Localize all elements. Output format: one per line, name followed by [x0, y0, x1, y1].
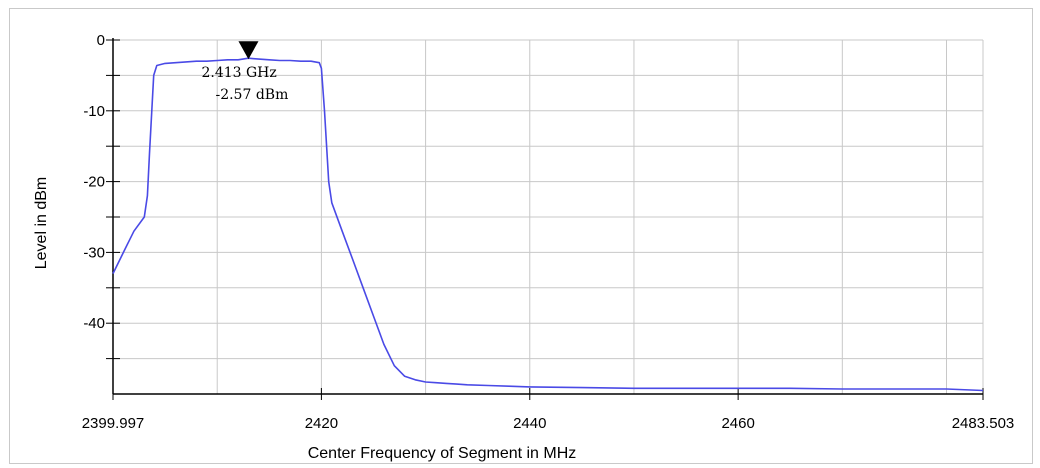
y-tick-label: -30: [83, 244, 105, 261]
chart-frame: 2.413 GHz -2.57 dBm 0 -10 -20 -30 -40 2399.997…: [9, 8, 1033, 464]
tick-labels: 0 -10 -20 -30 -40 2399.997 2420 2440 2460 2483.50…: [82, 32, 1015, 432]
y-tick-label: -40: [83, 315, 105, 332]
spectrum-chart: 2.413 GHz -2.57 dBm 0 -10 -20 -30 -40 2399.997…: [33, 32, 1015, 462]
x-tick-label: 2460: [721, 415, 754, 432]
x-tick-label: 2399.997: [82, 415, 145, 432]
x-tick-label: 2483.503: [952, 415, 1015, 432]
y-tick-label: -10: [83, 103, 105, 120]
y-tick-label: -20: [83, 174, 105, 191]
x-tick-label: 2420: [305, 415, 338, 432]
marker-frequency-label: 2.413 GHz: [201, 65, 276, 81]
x-axis-title: Center Frequency of Segment in MHz: [308, 445, 577, 462]
marker-level-label: -2.57 dBm: [215, 87, 288, 103]
x-tick-label: 2440: [513, 415, 546, 432]
peak-marker: 2.413 GHz -2.57 dBm: [201, 41, 288, 103]
marker-triangle-icon: [238, 41, 259, 60]
grid-lines: [113, 39, 984, 394]
y-tick-label: 0: [97, 32, 105, 49]
axes: [106, 38, 984, 400]
series-group: [112, 57, 984, 392]
y-axis-title: Level in dBm: [33, 177, 50, 270]
spectrum-trace: [112, 57, 984, 392]
